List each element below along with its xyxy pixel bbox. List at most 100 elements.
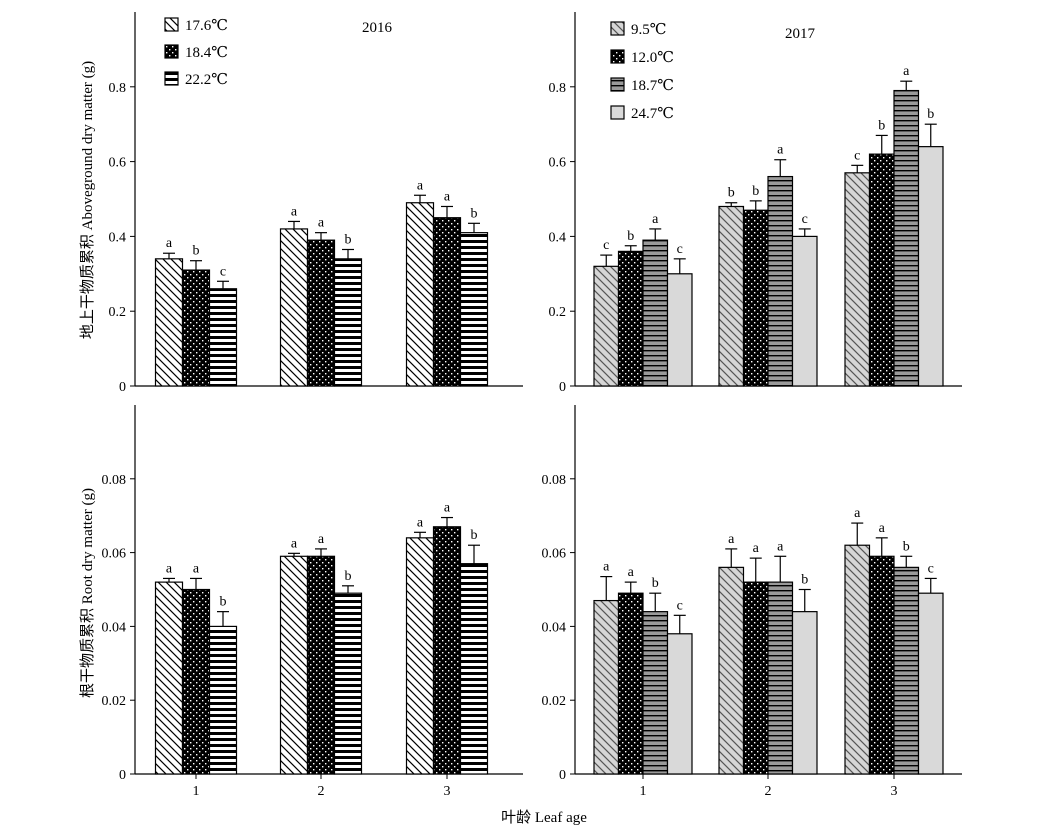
y-tick-label: 0.6: [549, 156, 567, 171]
legend-swatch: [164, 17, 179, 32]
significance-letter: b: [220, 595, 227, 610]
significance-letter: a: [318, 532, 325, 547]
significance-letter: a: [903, 64, 910, 79]
bar: [893, 566, 920, 775]
bar: [279, 228, 309, 387]
legend-swatch: [610, 77, 625, 92]
legend: 9.5℃ 12.0℃ 18.7℃ 24.7℃: [610, 21, 674, 122]
significance-letter: a: [777, 143, 784, 158]
significance-letter: b: [471, 206, 478, 221]
significance-letter: a: [318, 216, 325, 231]
bar: [459, 232, 489, 387]
significance-letter: a: [879, 521, 886, 536]
bar: [593, 599, 620, 775]
bar: [868, 153, 895, 387]
significance-letter: a: [444, 189, 451, 204]
bar: [208, 625, 238, 775]
y-tick-label: 0.4: [549, 230, 567, 245]
significance-letter: b: [878, 118, 885, 133]
y-tick-label: 0.8: [549, 81, 567, 96]
significance-letter: a: [166, 561, 173, 576]
y-tick-label: 0: [119, 380, 126, 395]
significance-letter: a: [444, 501, 451, 516]
significance-letter: a: [777, 539, 784, 554]
bar: [868, 555, 895, 775]
significance-letter: b: [627, 229, 634, 244]
chart-panel-3: 0 0.02 0.04 0.06 0.08 1 2 3 a a a a a a b b b: [102, 405, 523, 799]
legend-swatch: [610, 105, 625, 120]
x-tick-label: 1: [193, 784, 200, 799]
bar: [742, 581, 769, 775]
y-tick-label: 0.2: [109, 305, 127, 320]
y-axis-label-aboveground: 地上干物质累积 Aboveground dry matter (g): [79, 61, 96, 339]
y-tick-label: 0.06: [102, 547, 127, 562]
significance-letter: b: [801, 573, 808, 588]
significance-letter: b: [927, 107, 934, 122]
chart-title: 2016: [362, 20, 393, 36]
significance-letter: a: [652, 212, 659, 227]
significance-letter: c: [677, 598, 683, 613]
bar: [181, 588, 211, 775]
bar: [718, 205, 745, 387]
bar: [405, 537, 435, 775]
significance-letter: b: [903, 539, 910, 554]
bar: [306, 555, 336, 775]
significance-letter: a: [854, 506, 861, 521]
x-tick-label: 2: [765, 784, 772, 799]
y-tick-label: 0.6: [109, 156, 127, 171]
significance-letter: a: [166, 236, 173, 251]
significance-letter: a: [417, 515, 424, 530]
bar: [742, 209, 769, 387]
legend-label: 17.6℃: [185, 18, 228, 34]
y-tick-label: 0: [559, 768, 566, 783]
y-tick-label: 0: [119, 768, 126, 783]
chart-panel-4: 0 0.02 0.04 0.06 0.08 1 2 3 a a a a a a b a b c b c: [542, 405, 962, 799]
significance-letter: a: [753, 541, 760, 556]
legend-label: 22.2℃: [185, 72, 228, 88]
bar: [432, 526, 462, 775]
bar: [154, 258, 184, 387]
chart-panel-2: 0 0.2 0.4 0.6 0.8 c b c b b b a a a c c b 2017 9.5℃ 12.0℃ 18…: [549, 12, 962, 395]
significance-letter: c: [854, 148, 860, 163]
y-tick-label: 0.4: [109, 230, 127, 245]
bar: [617, 250, 644, 387]
significance-letter: b: [752, 184, 759, 199]
legend-label: 18.7℃: [631, 78, 674, 94]
bar: [617, 592, 644, 775]
significance-letter: a: [603, 560, 610, 575]
legend-swatch: [164, 44, 179, 59]
chart-title: 2017: [785, 26, 816, 42]
bar: [432, 217, 462, 387]
significance-letter: a: [291, 536, 298, 551]
legend-label: 24.7℃: [631, 106, 674, 122]
bar: [208, 288, 238, 387]
significance-letter: a: [193, 561, 200, 576]
bar: [333, 258, 363, 387]
bar: [593, 265, 620, 387]
x-tick-label: 3: [891, 784, 898, 799]
legend-swatch: [610, 21, 625, 36]
y-tick-label: 0.08: [102, 473, 127, 488]
bar: [405, 202, 435, 387]
significance-letter: a: [728, 532, 735, 547]
bar: [893, 89, 920, 387]
legend-label: 9.5℃: [631, 22, 667, 38]
significance-letter: b: [345, 232, 352, 247]
x-tick-label: 3: [444, 784, 451, 799]
y-tick-label: 0.08: [542, 473, 567, 488]
bar: [844, 544, 871, 775]
significance-letter: b: [652, 576, 659, 591]
significance-letter: c: [603, 238, 609, 253]
y-tick-label: 0.02: [102, 694, 127, 709]
bar: [642, 239, 669, 387]
significance-letter: b: [728, 186, 735, 201]
significance-letter: c: [220, 264, 226, 279]
y-tick-label: 0.02: [542, 694, 567, 709]
bar: [917, 592, 944, 775]
significance-letter: c: [677, 242, 683, 257]
significance-letter: a: [628, 565, 635, 580]
y-tick-label: 0.04: [102, 620, 127, 635]
bar: [791, 611, 818, 775]
y-tick-label: 0.8: [109, 81, 127, 96]
